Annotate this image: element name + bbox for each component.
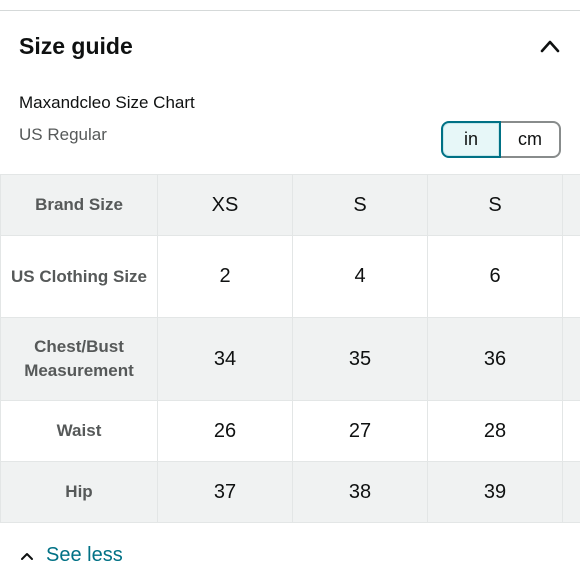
chevron-up-icon bbox=[540, 40, 560, 53]
top-divider bbox=[0, 10, 580, 11]
unit-cm-button[interactable]: cm bbox=[501, 121, 561, 158]
row-header: Chest/Bust Measurement bbox=[0, 317, 158, 401]
collapse-button[interactable] bbox=[536, 32, 564, 60]
table-cell-overflow bbox=[562, 400, 580, 462]
size-guide-header[interactable]: Size guide bbox=[19, 30, 564, 62]
table-row: US Clothing Size 2 4 6 bbox=[0, 235, 580, 318]
see-less-link[interactable]: See less bbox=[20, 544, 123, 567]
row-header: Waist bbox=[0, 400, 158, 462]
table-cell-overflow bbox=[562, 317, 580, 401]
table-cell: 38 bbox=[292, 461, 428, 523]
table-row: Chest/Bust Measurement 34 35 36 bbox=[0, 317, 580, 401]
chevron-up-icon bbox=[21, 552, 33, 560]
table-cell: 36 bbox=[427, 317, 563, 401]
table-cell: 2 bbox=[157, 235, 293, 318]
table-cell: 4 bbox=[292, 235, 428, 318]
see-less-label: See less bbox=[46, 544, 123, 566]
size-guide-title: Size guide bbox=[19, 32, 133, 59]
table-row: Brand Size XS S S bbox=[0, 174, 580, 236]
row-header: Brand Size bbox=[0, 174, 158, 236]
table-cell: 26 bbox=[157, 400, 293, 462]
row-header: Hip bbox=[0, 461, 158, 523]
table-cell: S bbox=[292, 174, 428, 236]
table-cell-overflow bbox=[562, 235, 580, 318]
table-cell-overflow bbox=[562, 174, 580, 236]
table-cell: 37 bbox=[157, 461, 293, 523]
size-system-label: US Regular bbox=[19, 125, 107, 144]
table-cell: 34 bbox=[157, 317, 293, 401]
size-table: Brand Size XS S S US Clothing Size 2 4 6… bbox=[0, 174, 580, 523]
table-cell: 27 bbox=[292, 400, 428, 462]
table-cell: XS bbox=[157, 174, 293, 236]
table-cell: 39 bbox=[427, 461, 563, 523]
row-header: US Clothing Size bbox=[0, 235, 158, 318]
table-cell: 6 bbox=[427, 235, 563, 318]
unit-in-button[interactable]: in bbox=[441, 121, 501, 158]
size-chart-name: Maxandcleo Size Chart bbox=[19, 93, 195, 112]
unit-toggle: in cm bbox=[441, 121, 561, 158]
table-row: Waist 26 27 28 bbox=[0, 400, 580, 462]
table-cell: S bbox=[427, 174, 563, 236]
table-row: Hip 37 38 39 bbox=[0, 461, 580, 523]
table-cell: 35 bbox=[292, 317, 428, 401]
table-cell-overflow bbox=[562, 461, 580, 523]
table-cell: 28 bbox=[427, 400, 563, 462]
